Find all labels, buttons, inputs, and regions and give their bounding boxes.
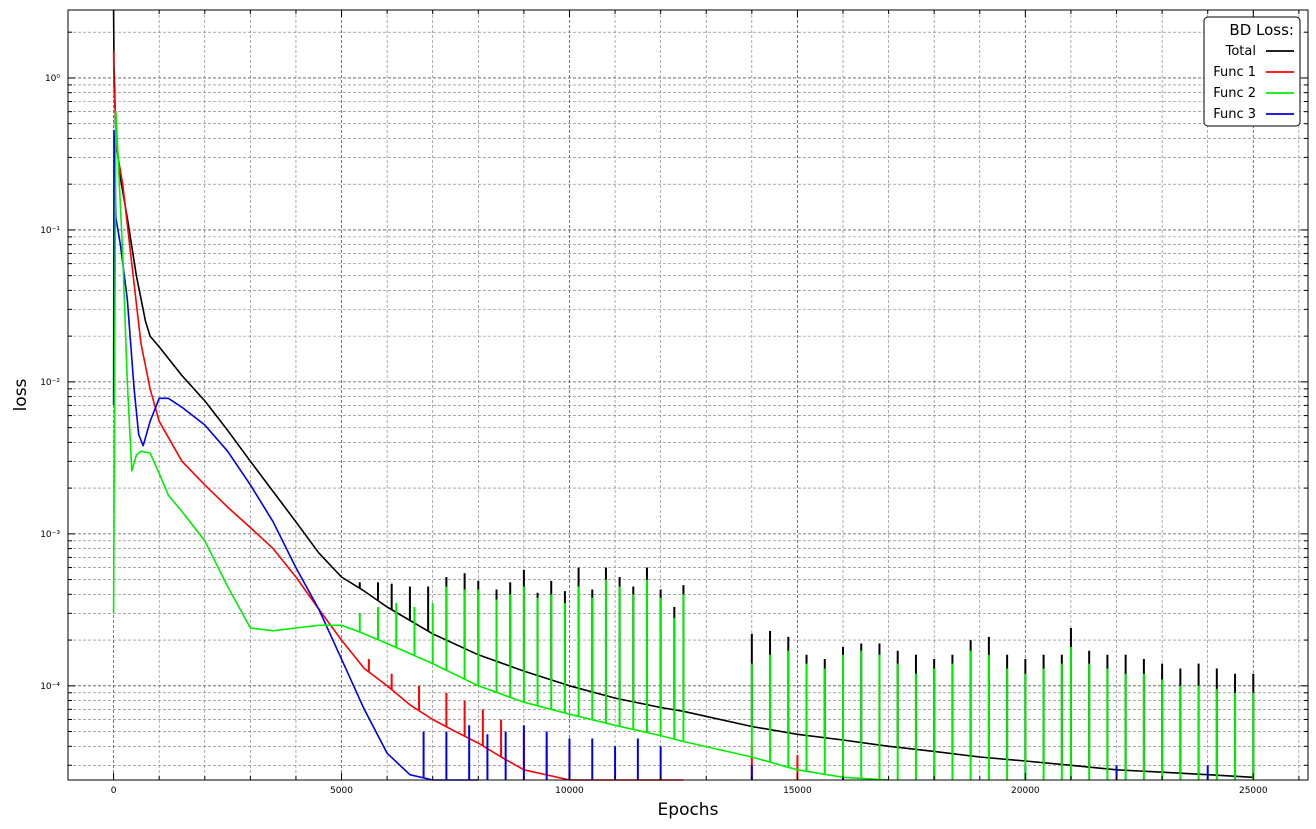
series-func-2 (112, 110, 1255, 781)
y-tick-label: 10⁻⁴ (40, 682, 60, 692)
series-line (112, 51, 684, 781)
plot-area (68, 10, 1308, 780)
y-tick-label: 10⁰ (45, 74, 60, 84)
y-axis-label: loss (11, 378, 31, 411)
y-tick-label: 10⁻³ (40, 530, 60, 540)
x-tick-label: 5000 (330, 786, 353, 796)
y-tick-label: 10⁻² (40, 378, 60, 388)
x-tick-label: 10000 (555, 786, 584, 796)
grid-lines (67, 10, 1308, 780)
plot-border (67, 9, 1309, 781)
legend-title: BD Loss: (1229, 21, 1294, 39)
x-tick-label: 15000 (783, 786, 812, 796)
legend-entry-label: Total (1225, 44, 1256, 59)
y-axis-ticks: 10⁰ 10⁻¹ 10⁻² 10⁻³ 10⁻⁴ (40, 31, 1308, 766)
legend-entry-label: Func 1 (1213, 65, 1256, 80)
x-axis-ticks: 0 5000 10000 15000 20000 25000 (67, 10, 1300, 796)
x-tick-label: 25000 (1239, 786, 1268, 796)
legend-entry-label: Func 2 (1213, 86, 1256, 101)
legend-box (1203, 16, 1301, 127)
series-layer (112, 9, 1255, 781)
plot-frame (67, 9, 1309, 781)
series-line (112, 129, 479, 781)
series-line (112, 9, 1254, 779)
legend-entry-func-1: Func 1 (1213, 65, 1294, 80)
legend-entry-label: Func 3 (1213, 107, 1256, 122)
legend: BD Loss: Total Func 1 Func 2 Func 3 (1203, 16, 1301, 127)
x-axis-label: Epochs (658, 800, 719, 820)
x-tick-label: 20000 (1011, 786, 1040, 796)
series-line (112, 110, 889, 781)
y-tick-label: 10⁻¹ (40, 226, 60, 236)
series-func-3 (112, 129, 1209, 781)
legend-entry-func-2: Func 2 (1213, 86, 1294, 101)
x-tick-label: 0 (111, 786, 117, 796)
legend-entry-func-3: Func 3 (1213, 107, 1294, 122)
legend-entry-total: Total (1225, 44, 1294, 59)
